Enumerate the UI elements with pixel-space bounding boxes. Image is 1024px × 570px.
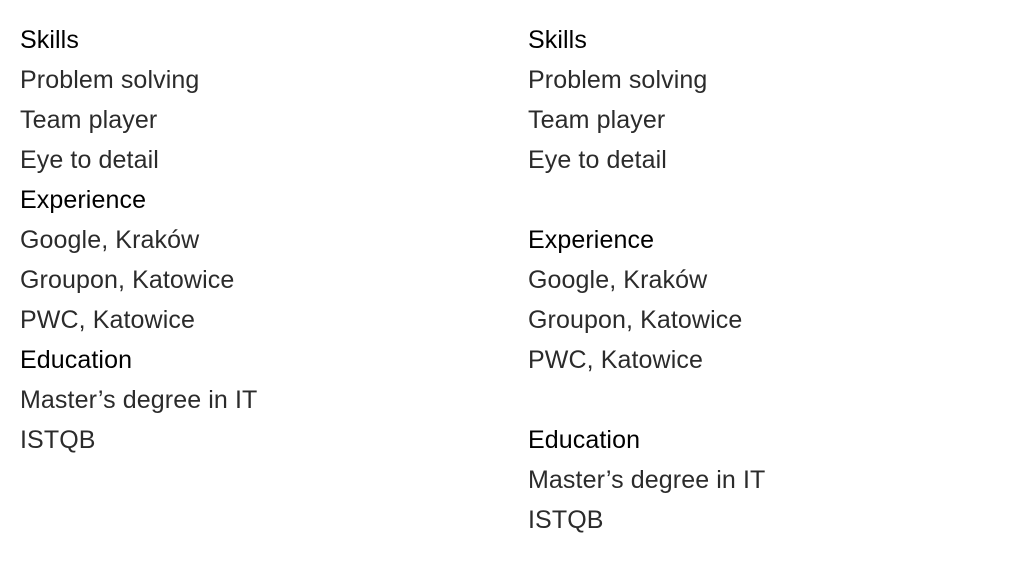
skills-heading: Skills xyxy=(528,26,587,54)
experience-item: Groupon, Katowice xyxy=(528,306,743,334)
experience-item: Google, Kraków xyxy=(528,266,708,294)
skill-item: Problem solving xyxy=(528,66,708,94)
experience-heading: Experience xyxy=(528,226,655,254)
right-column: Skills Problem solving Team player Eye t… xyxy=(528,20,998,540)
experience-item: Groupon, Katowice xyxy=(20,266,235,294)
left-column: Skills Problem solving Team player Eye t… xyxy=(20,20,490,460)
skill-item: Team player xyxy=(528,106,666,134)
experience-item: PWC, Katowice xyxy=(20,306,195,334)
skill-item: Problem solving xyxy=(20,66,200,94)
skills-heading: Skills xyxy=(20,26,79,54)
experience-item: Google, Kraków xyxy=(20,226,200,254)
education-item: ISTQB xyxy=(20,426,96,454)
section-spacer xyxy=(528,180,998,220)
experience-heading: Experience xyxy=(20,186,147,214)
education-item: ISTQB xyxy=(528,506,604,534)
education-heading: Education xyxy=(20,346,133,374)
skill-item: Team player xyxy=(20,106,158,134)
education-item: Master’s degree in IT xyxy=(20,386,258,414)
skill-item: Eye to detail xyxy=(20,146,159,174)
skill-item: Eye to detail xyxy=(528,146,667,174)
education-heading: Education xyxy=(528,426,641,454)
experience-item: PWC, Katowice xyxy=(528,346,703,374)
education-item: Master’s degree in IT xyxy=(528,466,766,494)
section-spacer xyxy=(528,380,998,420)
